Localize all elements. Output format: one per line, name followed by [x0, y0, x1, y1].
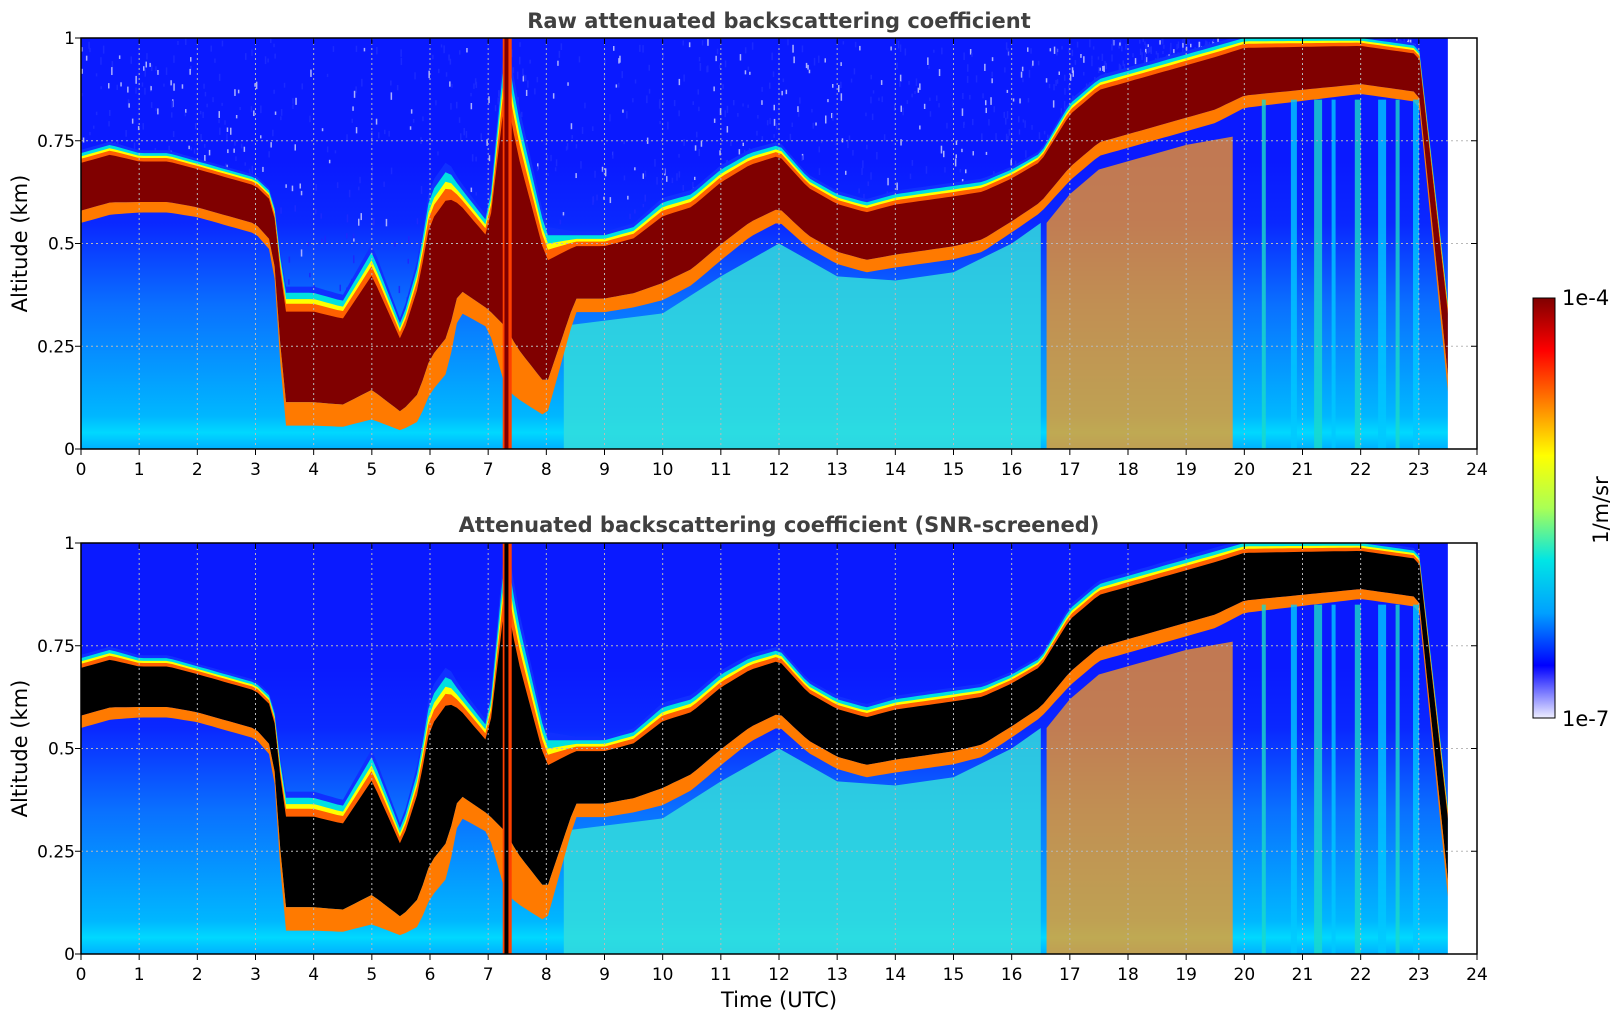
y-tick-label: 0.75 — [37, 132, 75, 152]
y-tick-label: 0.25 — [37, 337, 75, 357]
layer-core — [81, 46, 1448, 412]
panel-raw-y-axis-label: Altitude (km) — [8, 175, 32, 313]
panel-raw-heatmap — [81, 38, 1477, 449]
layer-core — [81, 551, 1448, 917]
x-tick-label: 18 — [1117, 460, 1139, 480]
x-tick-label: 18 — [1117, 965, 1139, 985]
x-tick-label: 23 — [1408, 965, 1430, 985]
x-tick-label: 4 — [308, 460, 319, 480]
x-tick-label: 24 — [1466, 965, 1488, 985]
panel-raw-y-ticks: 0 0.25 0.5 0.75 1 — [37, 29, 1477, 460]
x-tick-label: 7 — [483, 965, 494, 985]
x-tick-label: 9 — [599, 965, 610, 985]
y-tick-label: 0 — [64, 440, 75, 460]
panel-screened-x-ticks: 0 1 2 3 4 5 6 7 8 9 10 11 12 13 14 15 16 17 18 19 20 21 22 23 24 — [76, 543, 1488, 985]
x-tick-label: 10 — [652, 460, 674, 480]
x-tick-label: 9 — [599, 460, 610, 480]
colorbar-max-label: 1e-4 — [1562, 286, 1609, 310]
colorbar-unit-label: 1/m/sr — [1589, 476, 1613, 544]
y-tick-label: 0.5 — [48, 235, 75, 255]
x-tick-label: 11 — [710, 965, 732, 985]
x-tick-label: 1 — [134, 965, 145, 985]
x-tick-label: 14 — [885, 965, 907, 985]
x-tick-label: 19 — [1175, 965, 1197, 985]
x-tick-label: 13 — [826, 965, 848, 985]
panel-screened-heatmap — [81, 543, 1477, 954]
y-tick-label: 0.5 — [48, 740, 75, 760]
panel-screened-y-axis-label: Altitude (km) — [8, 680, 32, 818]
x-tick-label: 20 — [1234, 460, 1256, 480]
y-tick-label: 0.75 — [37, 637, 75, 657]
x-tick-label: 3 — [250, 965, 261, 985]
colorbar-min-label: 1e-7 — [1562, 707, 1609, 731]
panel-raw-x-ticks: 0 1 2 3 4 5 6 7 8 9 10 11 12 13 14 15 16 17 18 19 20 21 22 23 24 — [76, 38, 1488, 480]
colorbar-scale — [1532, 297, 1556, 719]
x-tick-label: 4 — [308, 965, 319, 985]
x-tick-label: 16 — [1001, 965, 1023, 985]
panel-screened: Attenuated backscattering coefficient (S… — [8, 513, 1488, 1012]
x-tick-label: 5 — [366, 965, 377, 985]
x-tick-label: 12 — [768, 460, 790, 480]
fall-streaks — [1261, 604, 1419, 954]
x-tick-label: 11 — [710, 460, 732, 480]
panel-raw-grid — [81, 38, 1477, 449]
y-tick-label: 1 — [64, 534, 75, 554]
x-tick-label: 8 — [541, 965, 552, 985]
x-tick-label: 22 — [1350, 460, 1372, 480]
x-tick-label: 15 — [943, 460, 965, 480]
x-tick-label: 0 — [76, 965, 87, 985]
x-tick-label: 17 — [1059, 965, 1081, 985]
y-tick-label: 1 — [64, 29, 75, 49]
x-axis-label: Time (UTC) — [720, 988, 837, 1012]
x-tick-label: 10 — [652, 965, 674, 985]
x-tick-label: 21 — [1292, 460, 1314, 480]
panel-screened-grid — [81, 543, 1477, 954]
x-tick-label: 0 — [76, 460, 87, 480]
y-tick-label: 0 — [64, 945, 75, 965]
x-tick-label: 24 — [1466, 460, 1488, 480]
x-tick-label: 22 — [1350, 965, 1372, 985]
x-tick-label: 12 — [768, 965, 790, 985]
x-tick-label: 3 — [250, 460, 261, 480]
x-tick-label: 21 — [1292, 965, 1314, 985]
x-tick-label: 23 — [1408, 460, 1430, 480]
x-tick-label: 6 — [425, 965, 436, 985]
x-tick-label: 15 — [943, 965, 965, 985]
x-tick-label: 7 — [483, 460, 494, 480]
x-tick-label: 2 — [192, 965, 203, 985]
panel-screened-y-ticks: 0 0.25 0.5 0.75 1 — [37, 534, 1477, 965]
x-tick-label: 6 — [425, 460, 436, 480]
panel-screened-title: Attenuated backscattering coefficient (S… — [459, 513, 1100, 537]
x-tick-label: 1 — [134, 460, 145, 480]
x-tick-label: 13 — [826, 460, 848, 480]
x-tick-label: 14 — [885, 460, 907, 480]
colorbar: 1e-4 1e-7 1/m/sr — [1532, 286, 1613, 731]
boundary-layer-region — [563, 728, 1041, 954]
x-tick-label: 16 — [1001, 460, 1023, 480]
x-tick-label: 19 — [1175, 460, 1197, 480]
panel-raw: Raw attenuated backscattering coefficien… — [8, 9, 1488, 480]
panel-raw-title: Raw attenuated backscattering coefficien… — [527, 9, 1031, 33]
x-tick-label: 8 — [541, 460, 552, 480]
boundary-layer-region — [563, 222, 1041, 449]
y-tick-label: 0.25 — [37, 842, 75, 862]
x-tick-label: 20 — [1234, 965, 1256, 985]
x-tick-label: 5 — [366, 460, 377, 480]
fall-streaks — [1261, 99, 1419, 449]
x-tick-label: 2 — [192, 460, 203, 480]
x-tick-label: 17 — [1059, 460, 1081, 480]
